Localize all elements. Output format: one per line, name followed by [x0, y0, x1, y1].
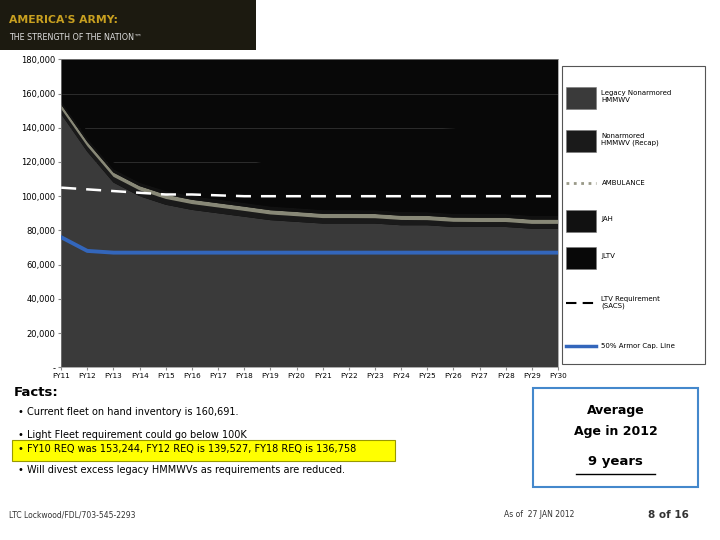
- Bar: [566, 210, 595, 232]
- Bar: [566, 87, 595, 109]
- FancyBboxPatch shape: [12, 440, 395, 461]
- Text: Legacy Nonarmored
HMMWV: Legacy Nonarmored HMMWV: [601, 90, 672, 103]
- Text: LTV Requirement
(SACS): LTV Requirement (SACS): [601, 296, 660, 309]
- Text: • Will divest excess legacy HMMWVs as requirements are reduced.: • Will divest excess legacy HMMWVs as re…: [17, 465, 345, 476]
- Text: Age in 2012: Age in 2012: [574, 426, 657, 438]
- Bar: [566, 247, 595, 269]
- Bar: [566, 130, 595, 152]
- Text: AMERICA'S ARMY:: AMERICA'S ARMY:: [9, 15, 117, 25]
- Text: LTC Lockwood/FDL/703-545-2293: LTC Lockwood/FDL/703-545-2293: [9, 510, 135, 519]
- Text: AMBULANCE: AMBULANCE: [601, 179, 645, 186]
- Text: Nonarmored
HMMWV (Recap): Nonarmored HMMWV (Recap): [601, 133, 660, 146]
- Text: • Current fleet on hand inventory is 160,691.: • Current fleet on hand inventory is 160…: [17, 407, 238, 417]
- Text: Light Tactical Vehicle Fleet  without MRAP Portfolio: Light Tactical Vehicle Fleet without MRA…: [266, 17, 692, 32]
- Text: Facts:: Facts:: [14, 386, 59, 399]
- Text: THE STRENGTH OF THE NATION™: THE STRENGTH OF THE NATION™: [9, 32, 142, 42]
- Text: 50% Armor Cap. Line: 50% Armor Cap. Line: [601, 343, 675, 349]
- Text: JAH: JAH: [601, 217, 613, 222]
- Bar: [0, 0, 256, 50]
- Text: 9 years: 9 years: [588, 455, 643, 468]
- Text: • Light Fleet requirement could go below 100K: • Light Fleet requirement could go below…: [17, 430, 246, 440]
- Text: • FY10 REQ was 153,244, FY12 REQ is 139,527, FY18 REQ is 136,758: • FY10 REQ was 153,244, FY12 REQ is 139,…: [17, 444, 356, 454]
- Text: 8 of 16: 8 of 16: [648, 510, 689, 520]
- Text: Average: Average: [587, 404, 644, 417]
- Text: JLTV: JLTV: [601, 253, 616, 259]
- Text: As of  27 JAN 2012: As of 27 JAN 2012: [504, 510, 575, 519]
